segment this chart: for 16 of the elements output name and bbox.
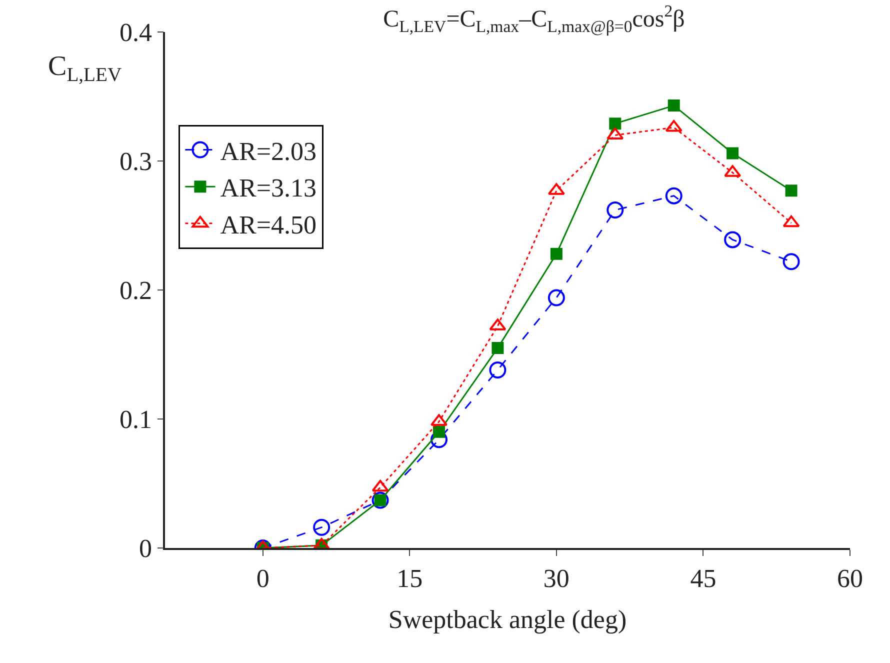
y-tick-label: 0.3 <box>120 147 152 176</box>
x-axis-title: Sweptback angle (deg) <box>388 605 627 634</box>
x-tick-label: 60 <box>837 564 863 593</box>
y-tick-label: 0.4 <box>120 18 152 48</box>
legend-label: AR=2.03 <box>220 136 316 166</box>
y-axis-title: C$_{L,LEV}$ <box>48 51 122 86</box>
y-tick-label: 0.1 <box>120 405 152 434</box>
legend-label: AR=4.50 <box>220 210 316 240</box>
x-tick-label: 45 <box>690 564 716 593</box>
x-tick-label: 30 <box>543 564 570 593</box>
y-tick-label: 0.2 <box>120 276 152 306</box>
x-tick-label: 15 <box>396 564 423 593</box>
x-tick-label: 0 <box>256 564 270 593</box>
y-tick-label: 0 <box>139 534 152 564</box>
chart-title: C$_{L,LEV}$=C$_{L,max}$–C$_{L,max@β=0}$cos$^{2}$β <box>383 2 685 36</box>
legend-label: AR=3.13 <box>220 174 316 203</box>
